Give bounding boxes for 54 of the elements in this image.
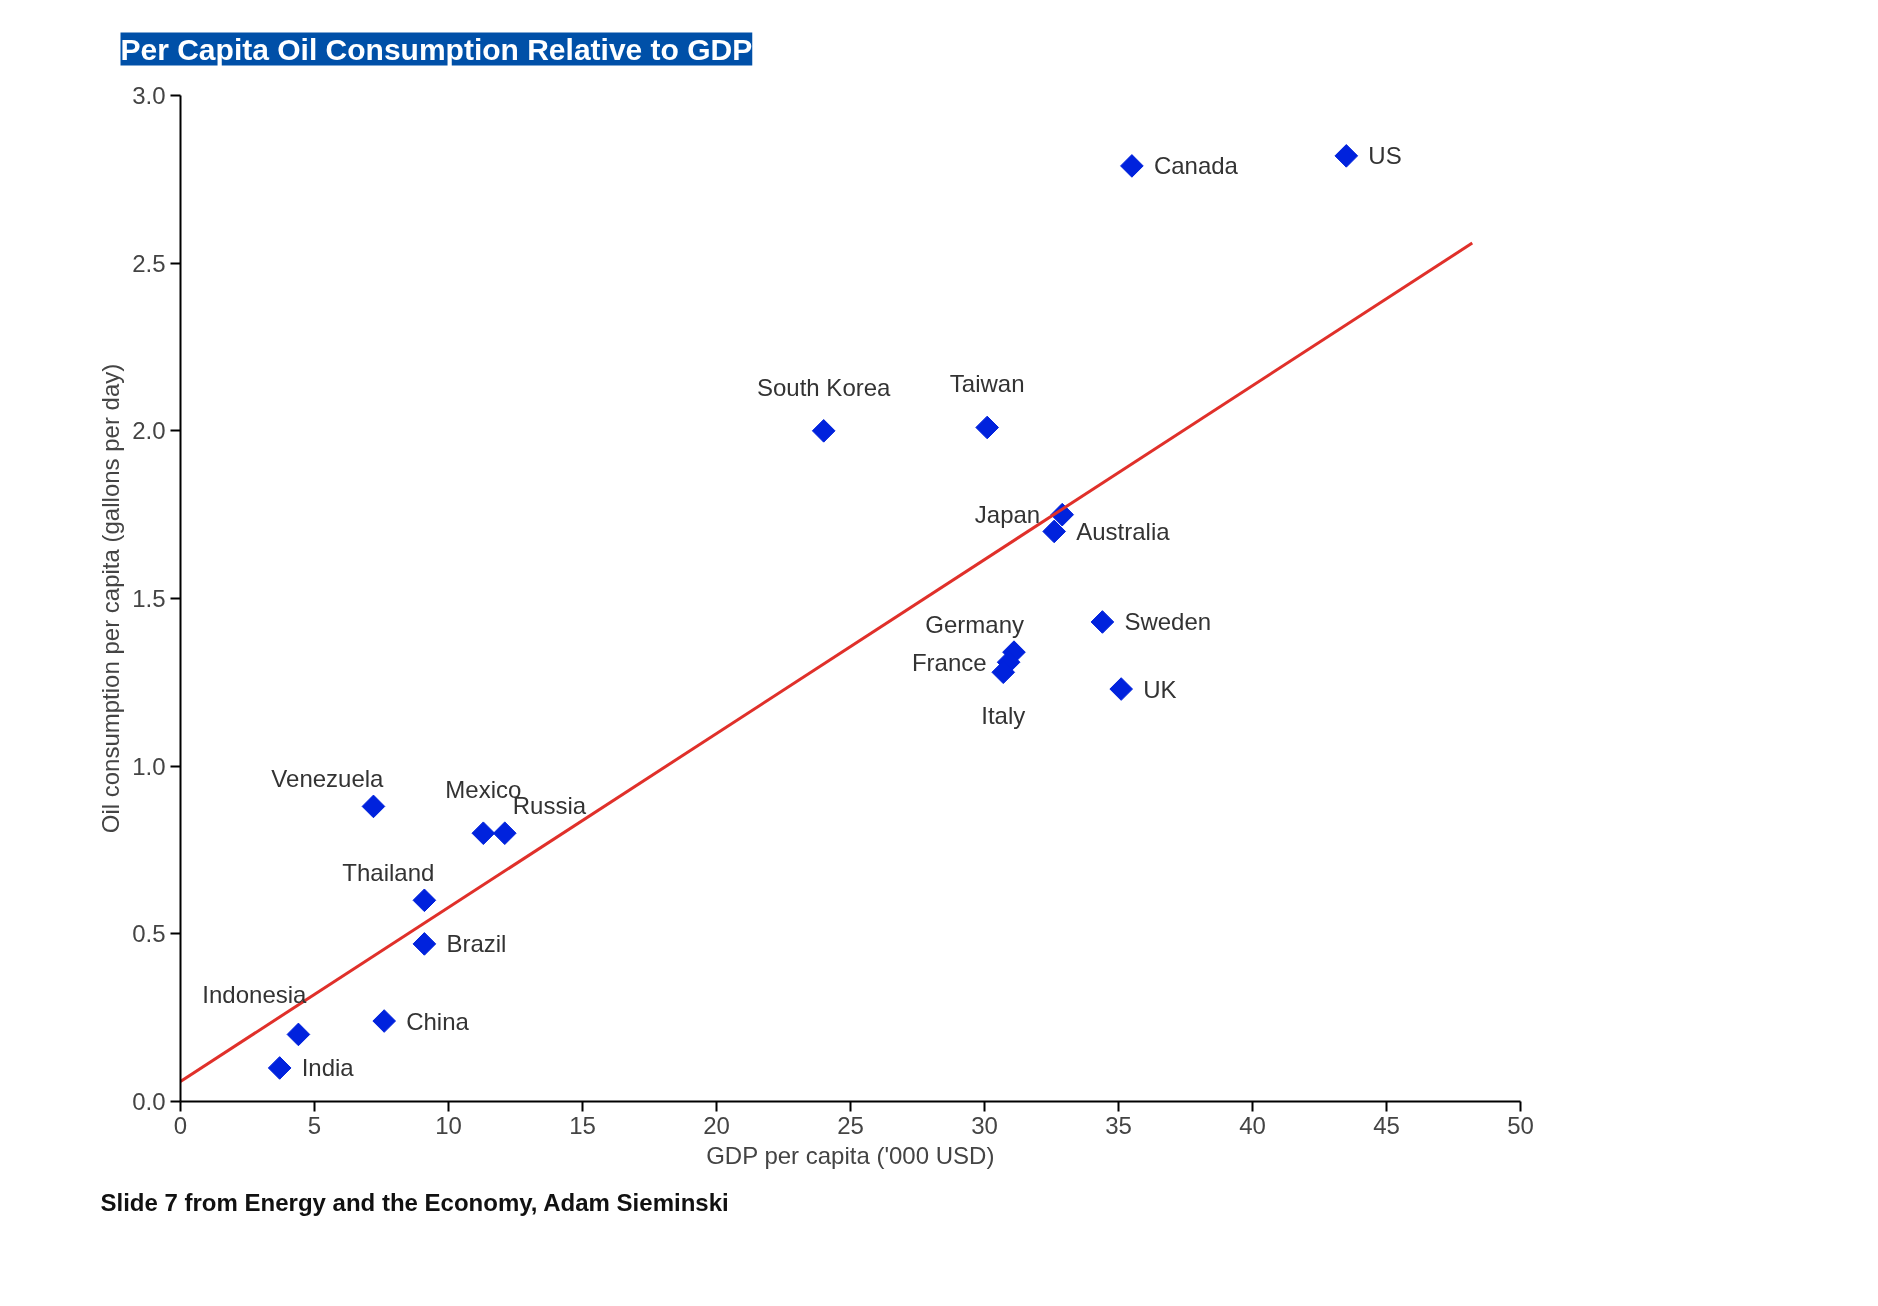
annotation: India: [301, 1054, 355, 1082]
point: [412, 888, 437, 913]
point: [1042, 519, 1066, 544]
x-tick-label: 0: [173, 1111, 188, 1139]
x-tick-label: 10: [435, 1111, 462, 1139]
x-tick-label: 15: [569, 1111, 596, 1139]
annotation: Germany: [925, 611, 1024, 639]
x-axis-title: GDP per capita ('000 USD): [706, 1141, 995, 1169]
annotation: Indonesia: [202, 981, 308, 1009]
x-tick-label: 20: [703, 1111, 730, 1139]
annotation: Japan: [974, 501, 1041, 529]
y-tick-label: 0.5: [132, 920, 166, 948]
annotation: Brazil: [446, 930, 507, 958]
x-tick-label: 25: [837, 1111, 864, 1139]
point: [975, 415, 999, 440]
annotation: US: [1368, 142, 1402, 170]
y-tick-label: 1.5: [132, 585, 166, 612]
point: [1090, 610, 1115, 634]
annotation: UK: [1143, 675, 1177, 703]
point: [492, 821, 517, 846]
annotation: Venezuela: [271, 765, 385, 793]
point: [1334, 144, 1359, 168]
point: [471, 821, 496, 846]
x-tick-label: 35: [1105, 1111, 1132, 1139]
y-tick-label: 2.0: [132, 417, 166, 445]
x-tick-label: 50: [1507, 1111, 1534, 1139]
x-tick-label: 45: [1373, 1111, 1400, 1139]
annotation: Sweden: [1124, 608, 1212, 636]
point: [372, 1009, 396, 1033]
y-tick-label: 1.0: [132, 752, 166, 780]
annotation: Taiwan: [949, 370, 1025, 398]
annotation: Thailand: [342, 859, 435, 887]
x-tick-label: 30: [971, 1111, 998, 1139]
annotation: Australia: [1076, 517, 1171, 545]
point: [811, 419, 836, 443]
point: [286, 1022, 311, 1047]
x-tick-label: 40: [1239, 1111, 1266, 1139]
chart-title: Per Capita Oil Consumption Relative to GDP: [120, 32, 753, 66]
point: [361, 794, 386, 819]
point: [1109, 677, 1133, 701]
y-tick-label: 3.0: [132, 82, 166, 109]
point: [412, 932, 437, 956]
text: Slide 7 from Energy and the Economy, Adam Sieminski: [100, 1188, 729, 1216]
annotation: China: [406, 1007, 470, 1035]
point: [267, 1056, 292, 1080]
y-tick-label: 0.0: [132, 1088, 166, 1115]
annotation: Italy: [981, 702, 1026, 730]
annotation: Canada: [1153, 152, 1239, 180]
annotation: South Korea: [756, 373, 892, 401]
x-tick-label: 5: [307, 1111, 322, 1139]
y-axis-title: Oil consumption per capita (gallons per day): [97, 363, 125, 834]
annotation: France: [911, 648, 987, 676]
point: [1120, 154, 1144, 178]
y-tick-label: 2.5: [132, 249, 166, 277]
